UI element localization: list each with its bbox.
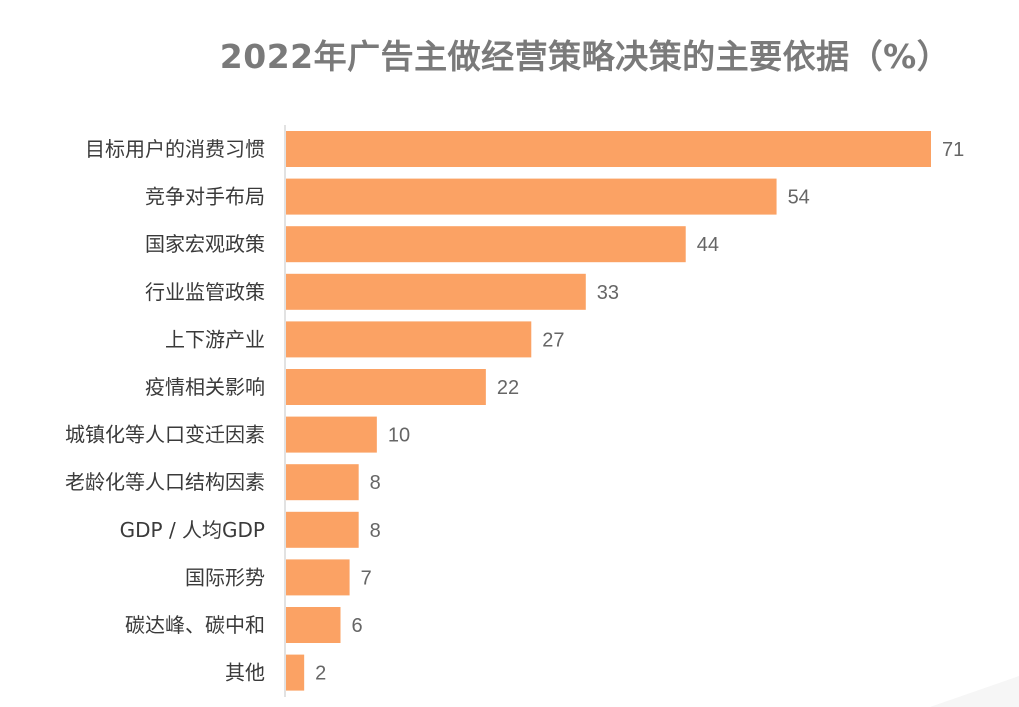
category-label: GDP / 人均GDP [120,518,265,542]
chart-title: 2022年广告主做经营策略决策的主要依据（%） [219,37,951,76]
bar [286,559,350,596]
data-label: 2 [315,663,326,685]
category-label: 上下游产业 [165,327,265,351]
data-label: 44 [697,234,719,256]
category-label: 疫情相关影响 [145,375,265,399]
bar [286,464,359,501]
bar [286,178,777,215]
category-label: 碳达峰、碳中和 [125,613,265,637]
data-label: 54 [788,187,810,209]
bar [286,511,359,548]
category-label: 竞争对手布局 [145,185,265,209]
category-label: 老龄化等人口结构因素 [65,470,265,494]
background-shape [930,676,1019,707]
bar [286,226,686,263]
category-label: 行业监管政策 [145,280,265,304]
category-label: 国家宏观政策 [145,232,265,256]
data-label: 8 [370,520,381,542]
bar [286,273,586,310]
bar [286,416,377,453]
bar [286,321,532,358]
bar [286,654,305,691]
category-label: 其他 [225,661,265,685]
data-label: 33 [597,282,619,304]
data-label: 7 [361,567,372,589]
category-label: 城镇化等人口变迁因素 [65,423,265,447]
bar [286,369,486,405]
data-label: 22 [497,377,519,399]
data-label: 8 [370,472,381,494]
data-label: 71 [942,139,964,161]
bar [286,131,931,167]
data-label: 6 [352,615,363,637]
data-label: 27 [542,329,564,351]
category-label: 国际形势 [185,565,265,589]
category-label: 目标用户的消费习惯 [85,137,265,161]
data-label: 10 [388,425,410,447]
bar [286,607,341,643]
